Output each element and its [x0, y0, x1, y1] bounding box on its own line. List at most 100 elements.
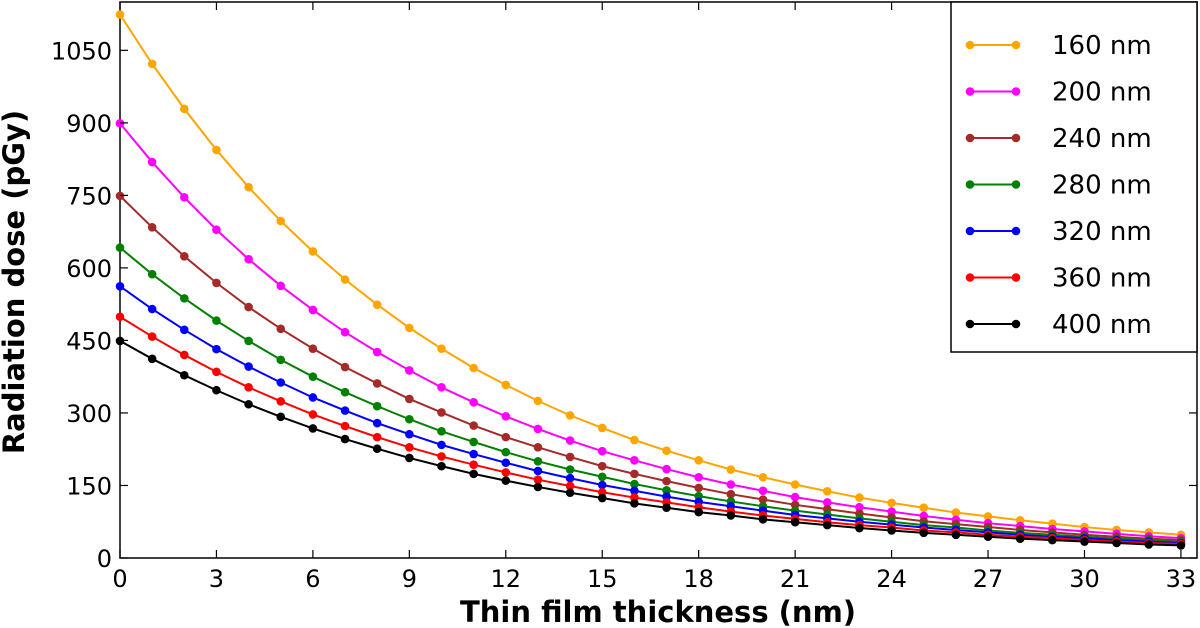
legend-item: 320 nm: [965, 217, 1152, 247]
series-160-nm: [115, 10, 1186, 540]
data-point: [340, 406, 350, 415]
data-point: [726, 465, 736, 474]
data-point: [533, 424, 543, 434]
data-point: [565, 436, 575, 445]
data-point: [340, 327, 350, 337]
data-point: [951, 508, 961, 517]
data-point: [565, 473, 575, 483]
data-point: [212, 225, 221, 235]
data-point: [179, 252, 189, 261]
y-tick-label: 300: [66, 400, 112, 428]
data-point: [276, 324, 286, 334]
data-point: [179, 193, 189, 202]
legend-label: 400 nm: [1052, 310, 1152, 340]
data-point: [179, 370, 189, 380]
data-point: [790, 480, 800, 489]
data-point: [212, 316, 221, 325]
data-point: [340, 434, 350, 444]
data-point: [372, 401, 382, 411]
data-point: [565, 411, 575, 420]
data-point: [565, 452, 575, 462]
data-point: [340, 362, 350, 372]
data-point: [372, 300, 382, 309]
x-tick-label: 3: [209, 565, 224, 593]
data-point: [1048, 535, 1057, 545]
data-point: [1080, 537, 1089, 546]
data-point: [469, 437, 478, 447]
data-point: [244, 182, 253, 192]
data-point: [790, 517, 800, 527]
data-point: [405, 442, 414, 452]
y-axis-title: Radiation dose (pGy): [0, 110, 31, 454]
series-line: [119, 122, 1181, 540]
data-point: [726, 489, 736, 499]
data-point: [951, 530, 961, 540]
x-tick-label: 24: [876, 565, 907, 593]
data-point: [405, 429, 414, 439]
data-point: [115, 10, 125, 19]
data-point: [308, 372, 318, 381]
data-point: [340, 387, 350, 397]
data-point: [822, 520, 832, 530]
data-point: [533, 457, 543, 466]
data-point: [340, 421, 350, 431]
data-point: [437, 440, 446, 450]
data-point: [276, 216, 286, 226]
data-point: [694, 507, 703, 517]
y-tick-label: 750: [66, 182, 112, 210]
data-point: [533, 482, 543, 492]
data-point: [372, 444, 382, 454]
legend-label: 320 nm: [1052, 217, 1152, 247]
data-point: [694, 483, 703, 493]
data-point: [437, 461, 446, 471]
legend: 160 nm 200 nm 240 nm 280 nm 320 nm 360 nm 400 …: [950, 1, 1198, 353]
legend-box: [950, 1, 1198, 353]
data-point: [662, 476, 671, 486]
series-400-nm: [115, 336, 1186, 550]
x-tick-label: 33: [1166, 565, 1197, 593]
data-point: [822, 498, 832, 507]
data-point: [501, 468, 511, 477]
data-point: [244, 362, 253, 371]
data-point: [212, 367, 221, 377]
data-point: [469, 398, 478, 407]
data-point: [405, 414, 414, 424]
legend-marker: [1011, 133, 1021, 143]
data-point: [758, 472, 768, 482]
data-point: [597, 461, 607, 471]
data-point: [469, 363, 478, 373]
legend-marker: [1011, 319, 1021, 329]
x-tick-label: 12: [491, 565, 522, 593]
legend-marker: [1011, 180, 1021, 189]
data-point: [147, 269, 157, 279]
data-point: [662, 446, 671, 455]
legend-item: 200 nm: [965, 78, 1152, 108]
data-point: [983, 532, 993, 542]
data-point: [372, 418, 382, 428]
data-point: [565, 465, 575, 474]
data-point: [212, 145, 221, 155]
legend-label: 200 nm: [1052, 78, 1152, 108]
data-point: [983, 512, 993, 521]
data-point: [726, 511, 736, 520]
data-point: [501, 447, 511, 457]
data-point: [308, 393, 318, 402]
data-point: [694, 472, 703, 482]
data-point: [1176, 541, 1186, 550]
data-point: [340, 275, 350, 284]
legend-marker: [1011, 40, 1021, 50]
data-point: [758, 495, 768, 504]
data-point: [533, 396, 543, 406]
series-line: [119, 315, 1181, 545]
data-point: [565, 488, 575, 498]
legend-marker: [1011, 87, 1021, 96]
data-point: [372, 347, 382, 357]
legend-marker: [965, 180, 975, 189]
data-point: [308, 424, 318, 433]
y-tick-label: 1050: [51, 37, 112, 65]
data-point: [662, 464, 671, 474]
data-point: [437, 408, 446, 417]
data-point: [501, 432, 511, 442]
data-point: [179, 325, 189, 335]
data-point: [405, 323, 414, 333]
